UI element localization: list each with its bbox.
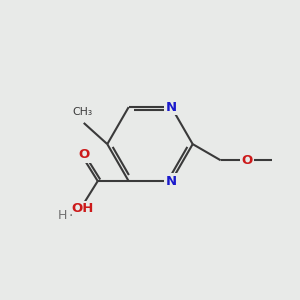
Text: O: O xyxy=(242,154,253,167)
Text: CH₃: CH₃ xyxy=(72,107,92,117)
Text: ·: · xyxy=(68,208,73,223)
Text: OH: OH xyxy=(72,202,94,215)
Text: O: O xyxy=(79,148,90,161)
Text: H: H xyxy=(58,209,67,222)
Text: N: N xyxy=(166,100,177,114)
Text: N: N xyxy=(166,175,177,188)
